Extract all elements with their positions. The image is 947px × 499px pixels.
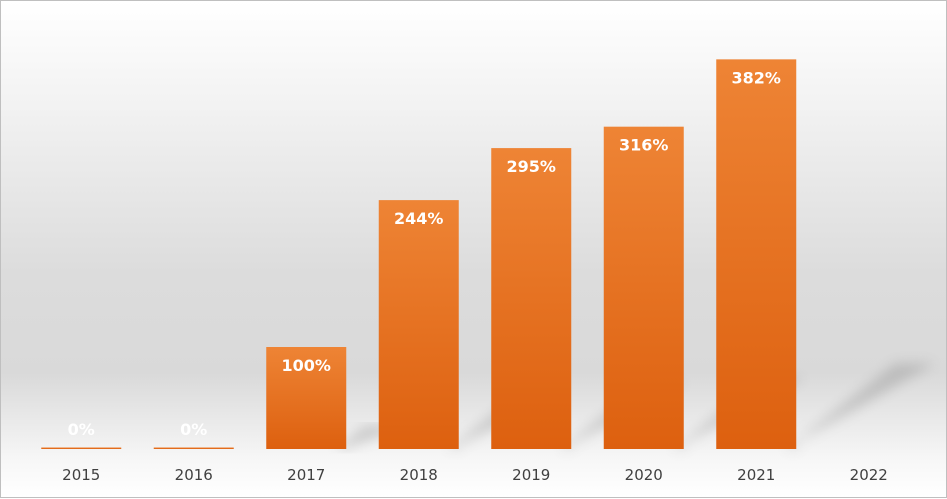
data-label-2017: 100% xyxy=(282,356,331,375)
bar-2016 xyxy=(153,447,234,449)
x-tick-label-2016: 2016 xyxy=(175,466,213,484)
data-labels: 0% 0% 100% 244% 295% 316% 382% xyxy=(68,68,781,439)
x-tick-label-2021: 2021 xyxy=(737,466,775,484)
data-label-2015: 0% xyxy=(68,420,95,439)
x-tick-label-2019: 2019 xyxy=(512,466,550,484)
data-label-2020: 316% xyxy=(619,136,668,155)
data-label-2016: 0% xyxy=(180,420,207,439)
bar-2021 xyxy=(716,59,797,450)
x-tick-label-2015: 2015 xyxy=(62,466,100,484)
x-tick-label-2020: 2020 xyxy=(625,466,663,484)
bar-2019 xyxy=(491,148,572,449)
data-label-2018: 244% xyxy=(394,209,443,228)
bar-2017 xyxy=(266,347,347,449)
bar-2020 xyxy=(603,126,684,450)
bar-shadow-2021 xyxy=(786,363,936,449)
x-axis-tick-labels: 2015 2016 2017 2018 2019 2020 2021 2022 xyxy=(62,466,888,484)
x-tick-label-2022: 2022 xyxy=(850,466,888,484)
data-label-2019: 295% xyxy=(507,157,556,176)
bars xyxy=(41,59,797,450)
bar-2015 xyxy=(41,447,122,449)
x-tick-label-2018: 2018 xyxy=(400,466,438,484)
data-label-2021: 382% xyxy=(732,68,781,87)
x-tick-label-2017: 2017 xyxy=(287,466,325,484)
bar-2018 xyxy=(378,200,459,449)
